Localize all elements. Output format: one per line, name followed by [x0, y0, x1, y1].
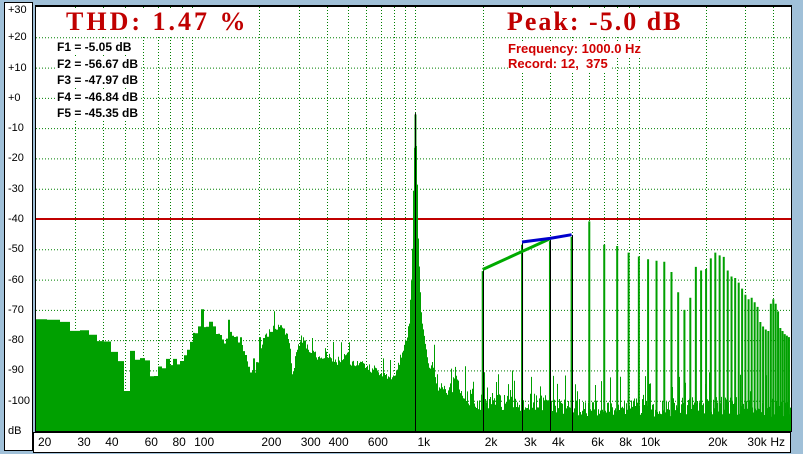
- y-tick-label: -90: [8, 364, 24, 377]
- spectrum-plot: [35, 5, 792, 432]
- y-tick-label: -70: [8, 303, 24, 316]
- y-tick-label: -100: [8, 394, 31, 407]
- frequency-readout: Frequency: 1000.0 Hz: [508, 41, 644, 56]
- x-tick-label: 100: [194, 435, 215, 449]
- x-tick-label: 1k: [417, 435, 431, 449]
- x-tick-label: Hz: [770, 435, 785, 449]
- x-tick-label: 30: [77, 435, 91, 449]
- y-tick-label: +20: [8, 31, 27, 44]
- y-tick-label: -40: [8, 213, 24, 225]
- x-tick-label: 20: [38, 435, 52, 449]
- harmonic-readout-list: F1 = -5.05 dB F2 = -56.67 dB F3 = -47.97 d…: [56, 39, 142, 122]
- y-tick-label: -50: [8, 243, 24, 256]
- x-tick-label: 2k: [484, 435, 498, 449]
- y-tick-label: +10: [8, 61, 27, 74]
- y-tick-label: -80: [8, 334, 24, 347]
- y-tick-label: -30: [8, 182, 24, 195]
- x-tick-label: 30k: [747, 435, 767, 449]
- x-axis-strip: 20 30 40 60 80 100 200 300 400 600 1k 2k 3k 4k 6k 8k 10k…: [33, 432, 791, 453]
- y-tick-label: dB: [8, 425, 22, 437]
- harmonic-readout: F5 = -45.35 dB: [56, 105, 142, 122]
- x-tick-label: 60: [144, 435, 158, 449]
- x-tick-label: 600: [367, 435, 388, 449]
- x-tick-label: 3k: [524, 435, 537, 449]
- x-tick-label: 200: [261, 435, 282, 449]
- y-tick-label: -10: [8, 122, 24, 135]
- x-tick-label: 4k: [551, 435, 565, 449]
- distortion-trend-line-blue: [521, 233, 572, 244]
- y-tick-label: +30: [8, 4, 27, 16]
- harmonic-readout: F2 = -56.67 dB: [56, 56, 142, 73]
- harmonic-readout: F4 = -46.84 dB: [56, 89, 142, 106]
- harmonic-readout: F3 = -47.97 dB: [56, 72, 142, 89]
- spectrum-canvas: [36, 7, 791, 431]
- x-tick-label: 10k: [640, 435, 661, 449]
- x-tick-label: 300: [300, 435, 321, 449]
- thd-readout: THD: 1.47 %: [62, 8, 253, 35]
- y-tick-label: -20: [8, 152, 24, 165]
- distortion-trend-line-green: [482, 237, 551, 271]
- peak-readout: Peak: -5.0 dB: [503, 8, 687, 35]
- spectrum-bars: [36, 121, 791, 431]
- x-tick-label: 6k: [591, 435, 604, 449]
- x-tick-label: 8k: [619, 435, 632, 449]
- y-axis-strip: +30 +20 +10 +0 -10 -20 -30 -40 -50 -60 -70 -80 -90 -1…: [4, 2, 33, 451]
- y-tick-label: -60: [8, 273, 24, 286]
- x-tick-label: 80: [172, 435, 186, 449]
- record-readout: Record: 12, 375: [508, 56, 611, 71]
- y-tick-label: +0: [8, 91, 21, 104]
- x-tick-label: 40: [105, 435, 119, 449]
- x-tick-label: 20k: [708, 435, 728, 449]
- harmonic-readout: F1 = -5.05 dB: [56, 39, 141, 56]
- x-tick-label: 400: [328, 435, 349, 449]
